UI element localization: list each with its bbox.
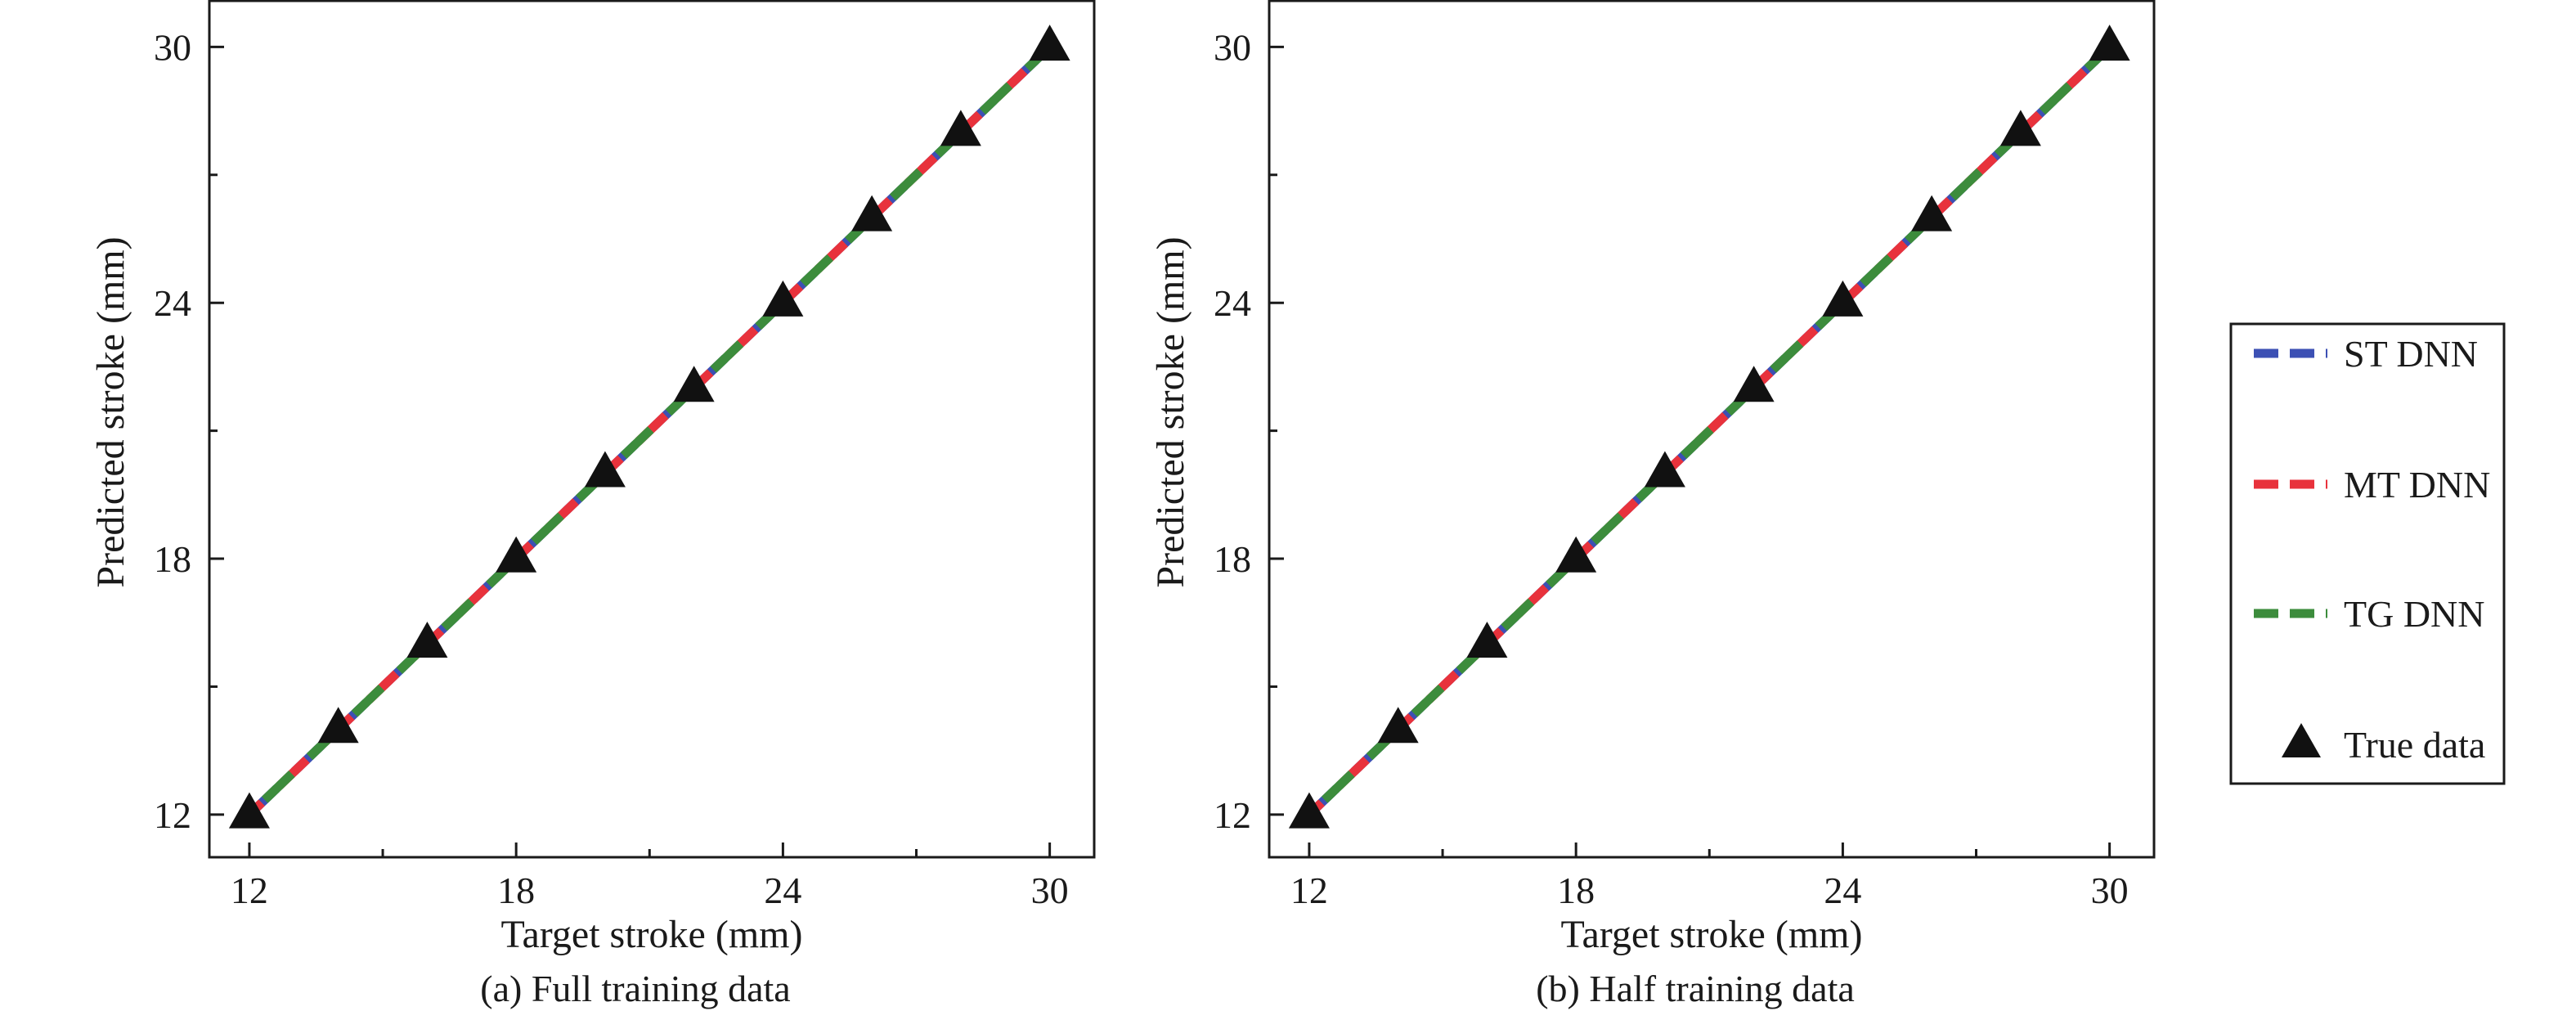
true-data-point xyxy=(228,792,270,829)
y-tick-label: 24 xyxy=(154,282,191,324)
y-tick-label: 24 xyxy=(1214,282,1251,324)
true-data-point xyxy=(1466,622,1508,658)
x-tick-label: 12 xyxy=(231,869,268,911)
x-axis-label: Target stroke (mm) xyxy=(501,913,803,956)
x-tick-label: 30 xyxy=(1031,869,1069,911)
y-axis-label: Predicted stroke (mm) xyxy=(89,236,132,587)
x-tick-label: 24 xyxy=(764,869,801,911)
true-data-point xyxy=(851,195,893,231)
true-data-point xyxy=(1822,280,1864,317)
true-data-point xyxy=(1555,536,1597,573)
true-data-point xyxy=(1377,707,1419,744)
legend-label-tg-dnn: TG DNN xyxy=(2344,593,2484,635)
true-data-point xyxy=(1644,451,1685,488)
x-axis-label: Target stroke (mm) xyxy=(1561,913,1863,956)
y-tick-label: 12 xyxy=(1214,794,1251,836)
x-tick-label: 12 xyxy=(1290,869,1328,911)
true-data-point xyxy=(1288,792,1330,829)
x-tick-label: 24 xyxy=(1824,869,1861,911)
legend: ST DNN MT DNN TG DNN True data xyxy=(2229,322,2506,785)
legend-label-mt-dnn: MT DNN xyxy=(2344,464,2490,506)
legend-label-true-data: True data xyxy=(2344,724,2485,766)
legend-swatch-true-data xyxy=(2282,722,2321,757)
series-line-tg-dnn xyxy=(1306,43,2113,818)
true-data-point xyxy=(2089,25,2130,61)
true-data-point xyxy=(673,366,715,402)
y-tick-label: 12 xyxy=(154,794,191,836)
true-data-point xyxy=(1911,195,1953,231)
true-data-point xyxy=(406,622,448,658)
panel-caption: (a) Full training data xyxy=(480,968,790,1009)
x-tick-label: 30 xyxy=(2091,869,2129,911)
y-tick-label: 18 xyxy=(1214,538,1251,580)
x-tick-label: 18 xyxy=(497,869,535,911)
panel-half-training: 12 18 24 30 12 18 24 30 Target stroke (mm) Predic… xyxy=(1149,0,2156,1009)
true-data-point xyxy=(940,110,981,146)
panel-full-training: 12 18 24 30 12 18 24 30 Target stroke (mm) Predic… xyxy=(89,0,1096,1009)
plot-frame xyxy=(208,0,1096,859)
panel-caption: (b) Half training data xyxy=(1536,968,1855,1009)
true-data-point xyxy=(584,451,626,488)
true-data-point xyxy=(1999,110,2041,146)
true-data-point xyxy=(1029,25,1070,61)
true-data-point xyxy=(496,536,537,573)
y-tick-label: 30 xyxy=(1214,26,1251,68)
x-tick-label: 18 xyxy=(1557,869,1595,911)
y-axis-label: Predicted stroke (mm) xyxy=(1149,236,1192,587)
plot-frame xyxy=(1268,0,2156,859)
legend-label-st-dnn: ST DNN xyxy=(2344,333,2478,375)
series-line-tg-dnn xyxy=(246,43,1053,818)
true-data-point xyxy=(317,707,359,744)
true-data-point xyxy=(762,280,804,317)
legend-box xyxy=(2229,322,2506,785)
true-data-point xyxy=(1733,366,1775,402)
y-tick-label: 30 xyxy=(154,26,191,68)
y-tick-label: 18 xyxy=(154,538,191,580)
